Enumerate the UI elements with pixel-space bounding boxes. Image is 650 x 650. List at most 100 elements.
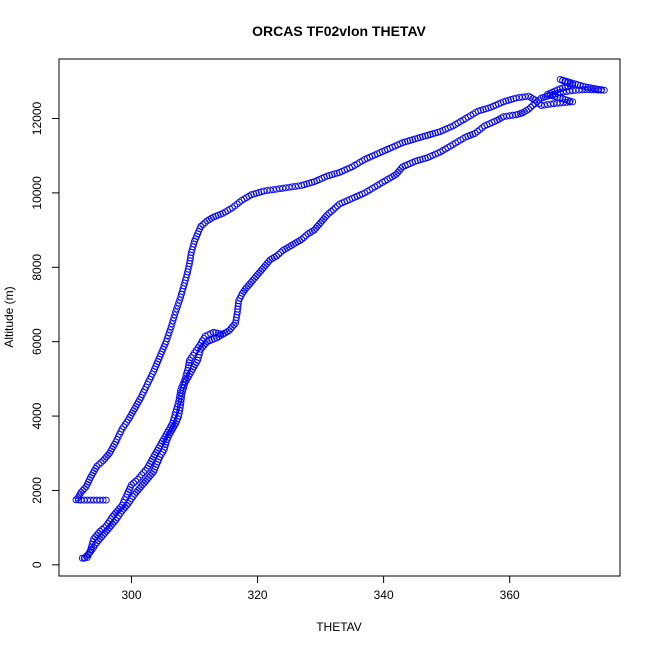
x-tick-label: 320: [248, 588, 268, 602]
data-point: [231, 202, 239, 210]
data-point: [175, 299, 183, 307]
data-point: [177, 293, 185, 301]
data-point: [249, 276, 257, 284]
data-point: [325, 209, 333, 217]
data-point: [140, 469, 147, 477]
data-point: [201, 219, 209, 227]
data-point: [102, 453, 110, 461]
data-point: [273, 252, 280, 260]
data-point: [78, 554, 86, 562]
y-tick-label: 12000: [30, 102, 44, 136]
data-point: [313, 222, 321, 230]
data-point: [471, 129, 479, 137]
data-point: [261, 261, 269, 269]
data-point: [203, 217, 211, 225]
data-point: [140, 479, 148, 487]
data-point: [320, 215, 328, 223]
data-point: [171, 421, 179, 429]
data-point: [137, 483, 145, 491]
data-point: [527, 103, 535, 111]
data-point: [255, 269, 263, 277]
plot-frame: [58, 58, 621, 577]
data-point: [80, 485, 88, 493]
data-point: [535, 100, 543, 108]
data-point: [246, 280, 254, 288]
data-point: [323, 211, 331, 219]
data-point: [592, 85, 600, 93]
data-point: [167, 323, 175, 331]
data-point: [321, 213, 329, 221]
data-point: [148, 470, 156, 478]
data-point: [139, 481, 146, 489]
data-point: [165, 431, 173, 439]
data-point: [101, 455, 109, 463]
y-tick-label: 4000: [30, 402, 44, 429]
data-point: [84, 550, 92, 558]
data-point: [394, 168, 402, 176]
data-point: [136, 473, 144, 481]
data-point: [317, 219, 325, 227]
data-point: [247, 278, 255, 286]
data-point: [145, 473, 153, 481]
data-point: [165, 329, 173, 337]
data-point: [300, 234, 308, 241]
y-tick-label: 8000: [30, 254, 44, 281]
data-point: [525, 105, 533, 113]
data-point: [233, 200, 241, 208]
y-tick-label: 6000: [30, 328, 44, 355]
y-tick-label: 10000: [30, 176, 44, 210]
data-points: [72, 76, 608, 562]
data-point: [263, 260, 271, 268]
data-point: [227, 325, 235, 333]
data-point: [260, 263, 268, 271]
y-tick-label: 0: [30, 561, 44, 568]
data-point: [473, 128, 481, 135]
data-point: [99, 496, 107, 504]
data-point: [102, 496, 110, 504]
axis-ticks: 300 320 340 360 0 2000 4000 6000 8000 10000 12000: [30, 102, 520, 602]
data-point: [143, 475, 151, 483]
data-point: [595, 85, 603, 93]
data-point: [104, 526, 112, 533]
data-point: [257, 267, 265, 275]
data-point: [219, 330, 227, 338]
data-point: [169, 425, 176, 433]
x-tick-label: 300: [121, 588, 141, 602]
data-point: [250, 275, 258, 282]
data-point: [230, 321, 238, 329]
data-point: [134, 487, 142, 494]
data-point: [331, 204, 339, 212]
data-point: [397, 165, 405, 173]
data-point: [134, 475, 142, 483]
data-point: [312, 224, 320, 232]
data-point: [104, 451, 112, 459]
data-point: [128, 481, 135, 489]
data-point: [168, 320, 176, 328]
data-point: [537, 102, 545, 109]
data-point: [99, 457, 107, 465]
x-tick-label: 340: [374, 588, 394, 602]
data-point: [587, 84, 595, 92]
data-point: [315, 221, 323, 228]
data-point: [138, 471, 146, 479]
data-point: [146, 472, 154, 480]
data-point: [164, 332, 172, 340]
data-point: [235, 198, 243, 206]
data-point: [254, 271, 262, 279]
data-point: [509, 111, 517, 119]
chart-title: ORCAS TF02vlon THETAV: [252, 23, 426, 39]
data-point: [141, 466, 149, 474]
data-point: [77, 488, 85, 496]
data-point: [600, 86, 608, 94]
data-point: [135, 485, 143, 493]
data-point: [258, 265, 266, 273]
data-point: [476, 126, 484, 134]
data-point: [176, 296, 184, 304]
data-point: [209, 328, 217, 336]
data-point: [132, 477, 140, 485]
data-point: [228, 323, 236, 331]
data-point: [72, 496, 80, 504]
x-tick-label: 360: [500, 588, 520, 602]
data-point: [540, 101, 548, 109]
